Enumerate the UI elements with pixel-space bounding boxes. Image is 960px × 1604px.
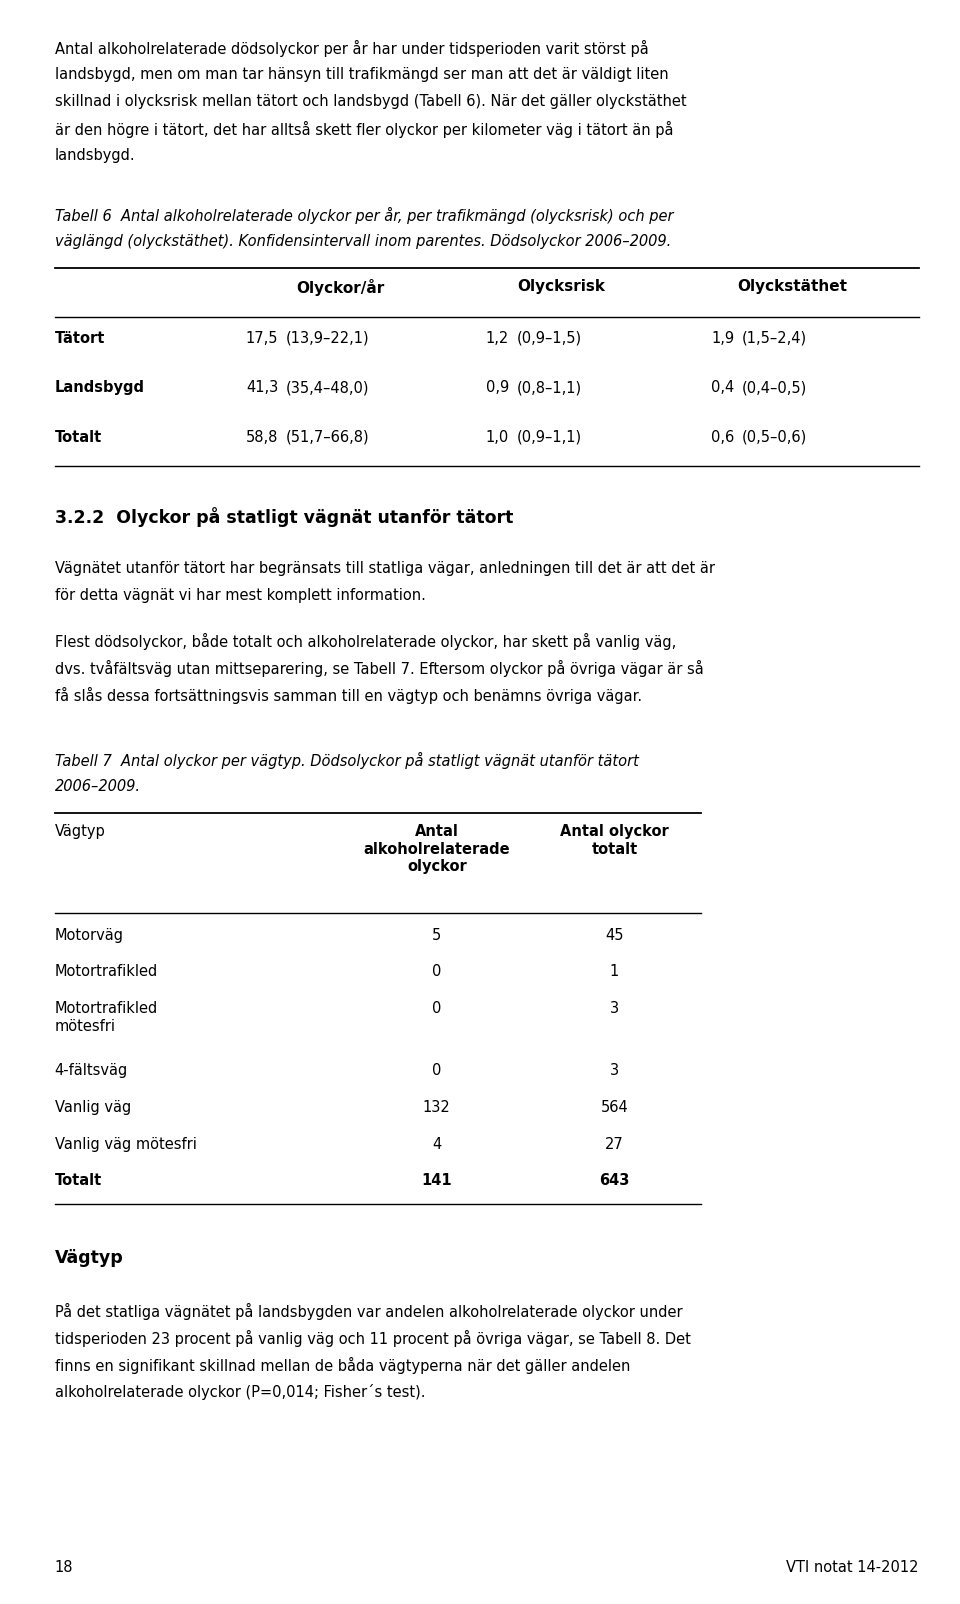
Text: VTI notat 14-2012: VTI notat 14-2012 bbox=[786, 1561, 919, 1575]
Text: Totalt: Totalt bbox=[55, 430, 102, 444]
Text: 0,6: 0,6 bbox=[711, 430, 734, 444]
Text: Vägtyp: Vägtyp bbox=[55, 824, 106, 839]
Text: landsbygd, men om man tar hänsyn till trafikmängd ser man att det är väldigt lit: landsbygd, men om man tar hänsyn till tr… bbox=[55, 67, 668, 82]
Text: 4: 4 bbox=[432, 1137, 442, 1152]
Text: väglängd (olyckstäthet). Konfidensintervall inom parentes. Dödsolyckor 2006–2009: väglängd (olyckstäthet). Konfidensinterv… bbox=[55, 234, 671, 249]
Text: (0,5–0,6): (0,5–0,6) bbox=[742, 430, 807, 444]
Text: 5: 5 bbox=[432, 927, 442, 943]
Text: 18: 18 bbox=[55, 1561, 73, 1575]
Text: är den högre i tätort, det har alltså skett fler olyckor per kilometer väg i tät: är den högre i tätort, det har alltså sk… bbox=[55, 120, 673, 138]
Text: 643: 643 bbox=[599, 1174, 630, 1189]
Text: 41,3: 41,3 bbox=[246, 380, 278, 395]
Text: alkoholrelaterade olyckor (P=0,014; Fisher´s test).: alkoholrelaterade olyckor (P=0,014; Fish… bbox=[55, 1384, 425, 1400]
Text: 45: 45 bbox=[605, 927, 624, 943]
Text: Motortrafikled
mötesfri: Motortrafikled mötesfri bbox=[55, 1001, 158, 1033]
Text: för detta vägnät vi har mest komplett information.: för detta vägnät vi har mest komplett in… bbox=[55, 589, 425, 603]
Text: Flest dödsolyckor, både totalt och alkoholrelaterade olyckor, har skett på vanli: Flest dödsolyckor, både totalt och alkoh… bbox=[55, 632, 676, 650]
Text: Antal alkoholrelaterade dödsolyckor per år har under tidsperioden varit störst p: Antal alkoholrelaterade dödsolyckor per … bbox=[55, 40, 648, 58]
Text: 2006–2009.: 2006–2009. bbox=[55, 780, 141, 794]
Text: (35,4–48,0): (35,4–48,0) bbox=[286, 380, 370, 395]
Text: Olyckstäthet: Olyckstäthet bbox=[737, 279, 847, 294]
Text: 3.2.2  Olyckor på statligt vägnät utanför tätort: 3.2.2 Olyckor på statligt vägnät utanför… bbox=[55, 507, 513, 528]
Text: Vägnätet utanför tätort har begränsats till statliga vägar, anledningen till det: Vägnätet utanför tätort har begränsats t… bbox=[55, 561, 714, 576]
Text: 17,5: 17,5 bbox=[246, 330, 278, 346]
Text: (0,8–1,1): (0,8–1,1) bbox=[516, 380, 582, 395]
Text: 0: 0 bbox=[432, 964, 442, 980]
Text: 3: 3 bbox=[610, 1001, 619, 1015]
Text: Totalt: Totalt bbox=[55, 1174, 102, 1189]
Text: 0,9: 0,9 bbox=[486, 380, 509, 395]
Text: 1,9: 1,9 bbox=[711, 330, 734, 346]
Text: 564: 564 bbox=[601, 1100, 628, 1115]
Text: (13,9–22,1): (13,9–22,1) bbox=[286, 330, 370, 346]
Text: Motortrafikled: Motortrafikled bbox=[55, 964, 158, 980]
Text: tidsperioden 23 procent på vanlig väg och 11 procent på övriga vägar, se Tabell : tidsperioden 23 procent på vanlig väg oc… bbox=[55, 1330, 690, 1347]
Text: Olycksrisk: Olycksrisk bbox=[517, 279, 606, 294]
Text: skillnad i olycksrisk mellan tätort och landsbygd (Tabell 6). När det gäller oly: skillnad i olycksrisk mellan tätort och … bbox=[55, 95, 686, 109]
Text: Olyckor/år: Olyckor/år bbox=[297, 279, 385, 295]
Text: 4-fältsväg: 4-fältsväg bbox=[55, 1063, 128, 1078]
Text: finns en signifikant skillnad mellan de båda vägtyperna när det gäller andelen: finns en signifikant skillnad mellan de … bbox=[55, 1357, 630, 1373]
Text: Vanlig väg: Vanlig väg bbox=[55, 1100, 131, 1115]
Text: Motorväg: Motorväg bbox=[55, 927, 124, 943]
Text: 1,2: 1,2 bbox=[486, 330, 509, 346]
Text: 27: 27 bbox=[605, 1137, 624, 1152]
Text: dvs. tvåfältsväg utan mittseparering, se Tabell 7. Eftersom olyckor på övriga vä: dvs. tvåfältsväg utan mittseparering, se… bbox=[55, 659, 704, 677]
Text: (51,7–66,8): (51,7–66,8) bbox=[286, 430, 370, 444]
Text: Tabell 7  Antal olyckor per vägtyp. Dödsolyckor på statligt vägnät utanför tätor: Tabell 7 Antal olyckor per vägtyp. Dödso… bbox=[55, 752, 638, 770]
Text: landsbygd.: landsbygd. bbox=[55, 148, 135, 164]
Text: 141: 141 bbox=[421, 1174, 452, 1189]
Text: Landsbygd: Landsbygd bbox=[55, 380, 145, 395]
Text: Vägtyp: Vägtyp bbox=[55, 1250, 124, 1267]
Text: Vanlig väg mötesfri: Vanlig väg mötesfri bbox=[55, 1137, 197, 1152]
Text: 1: 1 bbox=[610, 964, 619, 980]
Text: få slås dessa fortsättningsvis samman till en vägtyp och benämns övriga vägar.: få slås dessa fortsättningsvis samman ti… bbox=[55, 687, 642, 704]
Text: På det statliga vägnätet på landsbygden var andelen alkoholrelaterade olyckor un: På det statliga vägnätet på landsbygden … bbox=[55, 1302, 683, 1320]
Text: Antal
alkoholrelaterade
olyckor: Antal alkoholrelaterade olyckor bbox=[364, 824, 510, 874]
Text: (0,4–0,5): (0,4–0,5) bbox=[742, 380, 807, 395]
Text: 58,8: 58,8 bbox=[246, 430, 278, 444]
Text: 0: 0 bbox=[432, 1001, 442, 1015]
Text: 3: 3 bbox=[610, 1063, 619, 1078]
Text: Tätort: Tätort bbox=[55, 330, 105, 346]
Text: 0: 0 bbox=[432, 1063, 442, 1078]
Text: 132: 132 bbox=[423, 1100, 450, 1115]
Text: (0,9–1,5): (0,9–1,5) bbox=[516, 330, 582, 346]
Text: 0,4: 0,4 bbox=[711, 380, 734, 395]
Text: (0,9–1,1): (0,9–1,1) bbox=[516, 430, 582, 444]
Text: Antal olyckor
totalt: Antal olyckor totalt bbox=[560, 824, 669, 857]
Text: 1,0: 1,0 bbox=[486, 430, 509, 444]
Text: Tabell 6  Antal alkoholrelaterade olyckor per år, per trafikmängd (olycksrisk) o: Tabell 6 Antal alkoholrelaterade olyckor… bbox=[55, 207, 673, 223]
Text: (1,5–2,4): (1,5–2,4) bbox=[742, 330, 807, 346]
